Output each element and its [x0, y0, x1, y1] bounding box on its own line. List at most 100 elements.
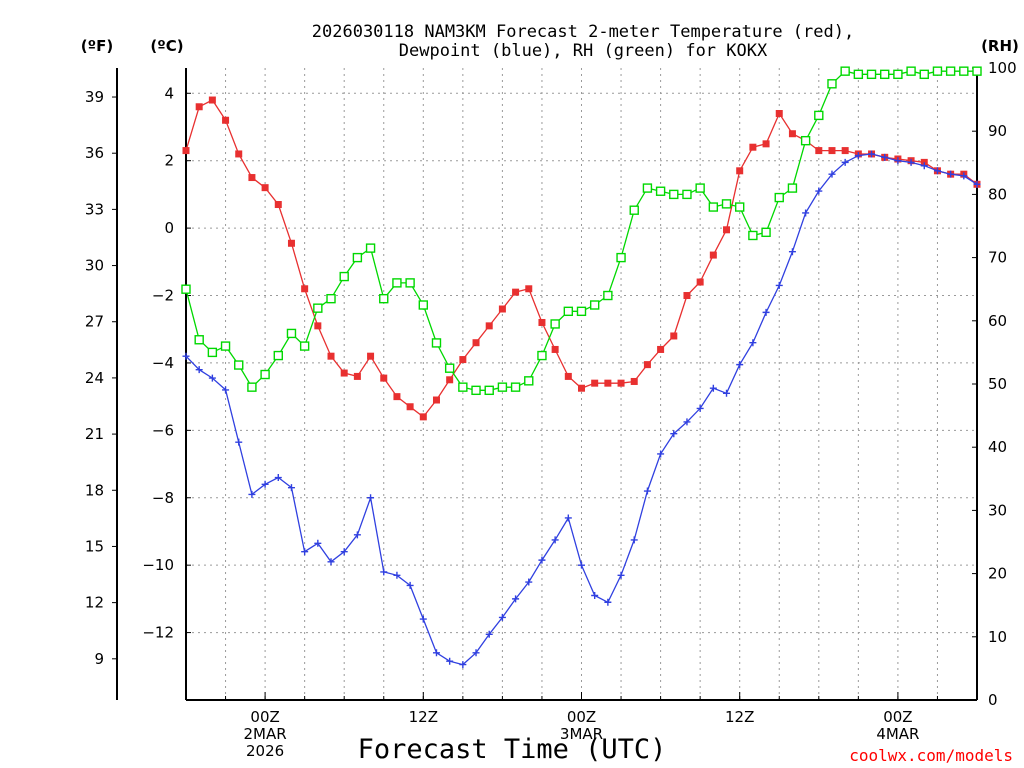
temperature-point [459, 356, 467, 364]
rh-point [418, 300, 428, 310]
temperature-point [248, 174, 256, 182]
dewpoint-point [195, 366, 203, 374]
rh-point [234, 360, 244, 370]
temperature-point [208, 96, 216, 104]
x-tick-label: 4MAR [876, 725, 919, 743]
rh-point [814, 110, 824, 121]
temperature-point [696, 278, 704, 286]
dewpoint-point [802, 209, 810, 217]
rh-point [708, 202, 719, 212]
temperature-point [340, 369, 348, 377]
dewpoint-point [894, 157, 902, 165]
dewpoint-point [775, 281, 783, 289]
dewpoint-point [578, 561, 585, 569]
dewpoint-point [604, 598, 612, 606]
series-rh [181, 66, 982, 396]
rh-point [458, 382, 468, 392]
fahrenheit-tick-label: 24 [85, 369, 104, 387]
rh-point [537, 350, 547, 361]
rh-point [945, 66, 956, 76]
rh-point [906, 66, 916, 76]
temperature-point [314, 322, 322, 330]
rh-unit-label: (RH) [981, 37, 1019, 55]
fahrenheit-tick-label: 18 [85, 481, 104, 499]
temperature-point [195, 103, 203, 111]
rh-point [326, 293, 336, 304]
dewpoint-point [314, 539, 322, 547]
dewpoint-point [881, 153, 889, 161]
x-tick-label: 00Z [567, 708, 596, 726]
rh-point [313, 303, 323, 313]
rh-point [603, 290, 613, 301]
dewpoint-point [736, 361, 744, 369]
rh-point [919, 69, 929, 80]
temperature-point [591, 379, 599, 387]
fahrenheit-tick-label: 36 [85, 144, 104, 162]
temperature-point [604, 379, 612, 387]
rh-point [827, 79, 837, 89]
rh-point [853, 69, 864, 80]
temperature-point [630, 377, 638, 385]
series-dewpoint [182, 150, 981, 669]
dewpoint-point [538, 556, 546, 564]
rh-point [299, 341, 310, 351]
temperature-point [564, 372, 572, 380]
rh-point [510, 382, 521, 392]
temperature-point [393, 393, 401, 401]
rh-point [194, 335, 204, 345]
rh-tick-label: 60 [988, 312, 1007, 330]
x-tick-label: 00Z [250, 708, 279, 726]
celsius-tick-label: −10 [142, 556, 174, 574]
rh-point [352, 252, 363, 263]
dewpoint-point [617, 571, 625, 579]
temperature-point [485, 322, 493, 330]
dewpoint-point [485, 630, 493, 638]
dewpoint-point [696, 404, 704, 412]
temperature-point [551, 345, 559, 353]
temperature-point [578, 384, 585, 392]
rh-point [550, 319, 560, 329]
dewpoint-point [287, 484, 295, 492]
rh-point [524, 376, 534, 386]
x-tick-label: 2026 [246, 742, 284, 760]
rh-tick-label: 90 [988, 122, 1007, 140]
rh-point [273, 350, 283, 361]
temperature-point [643, 361, 651, 369]
dewpoint-point [788, 248, 796, 256]
rh-point [563, 306, 574, 317]
dewpoint-point [868, 150, 876, 158]
dewpoint-point [261, 480, 269, 488]
x-tick-label: 2MAR [244, 725, 287, 743]
rh-point [642, 183, 653, 193]
dewpoint-point [854, 152, 862, 160]
celsius-unit-label: (ºC) [150, 37, 183, 55]
temperature-point [841, 147, 849, 155]
temperature-point [287, 239, 295, 247]
dewpoint-point [353, 531, 361, 539]
dewpoint-point [630, 536, 638, 544]
celsius-tick-label: 0 [164, 219, 174, 237]
dewpoint-point [749, 339, 757, 347]
dewpoint-point [472, 649, 480, 657]
temperature-point [723, 226, 731, 234]
fahrenheit-tick-label: 21 [85, 425, 104, 443]
fahrenheit-tick-label: 39 [85, 88, 104, 106]
rh-point [431, 338, 442, 348]
temperature-point [525, 285, 533, 293]
rh-point [392, 278, 402, 288]
dewpoint-point [446, 657, 454, 665]
temperature-point [432, 396, 440, 404]
temperature-point [498, 305, 506, 313]
temperature-point [419, 413, 427, 421]
rh-point [932, 66, 943, 76]
rh-point [286, 328, 297, 339]
dewpoint-point [670, 430, 678, 438]
temperature-point [512, 288, 520, 296]
temperature-point [274, 201, 282, 209]
temperature-point [301, 285, 309, 293]
dewpoint-point [907, 158, 915, 166]
temperature-point [709, 251, 717, 259]
temperature-point [406, 403, 414, 411]
rh-tick-label: 100 [988, 59, 1017, 77]
